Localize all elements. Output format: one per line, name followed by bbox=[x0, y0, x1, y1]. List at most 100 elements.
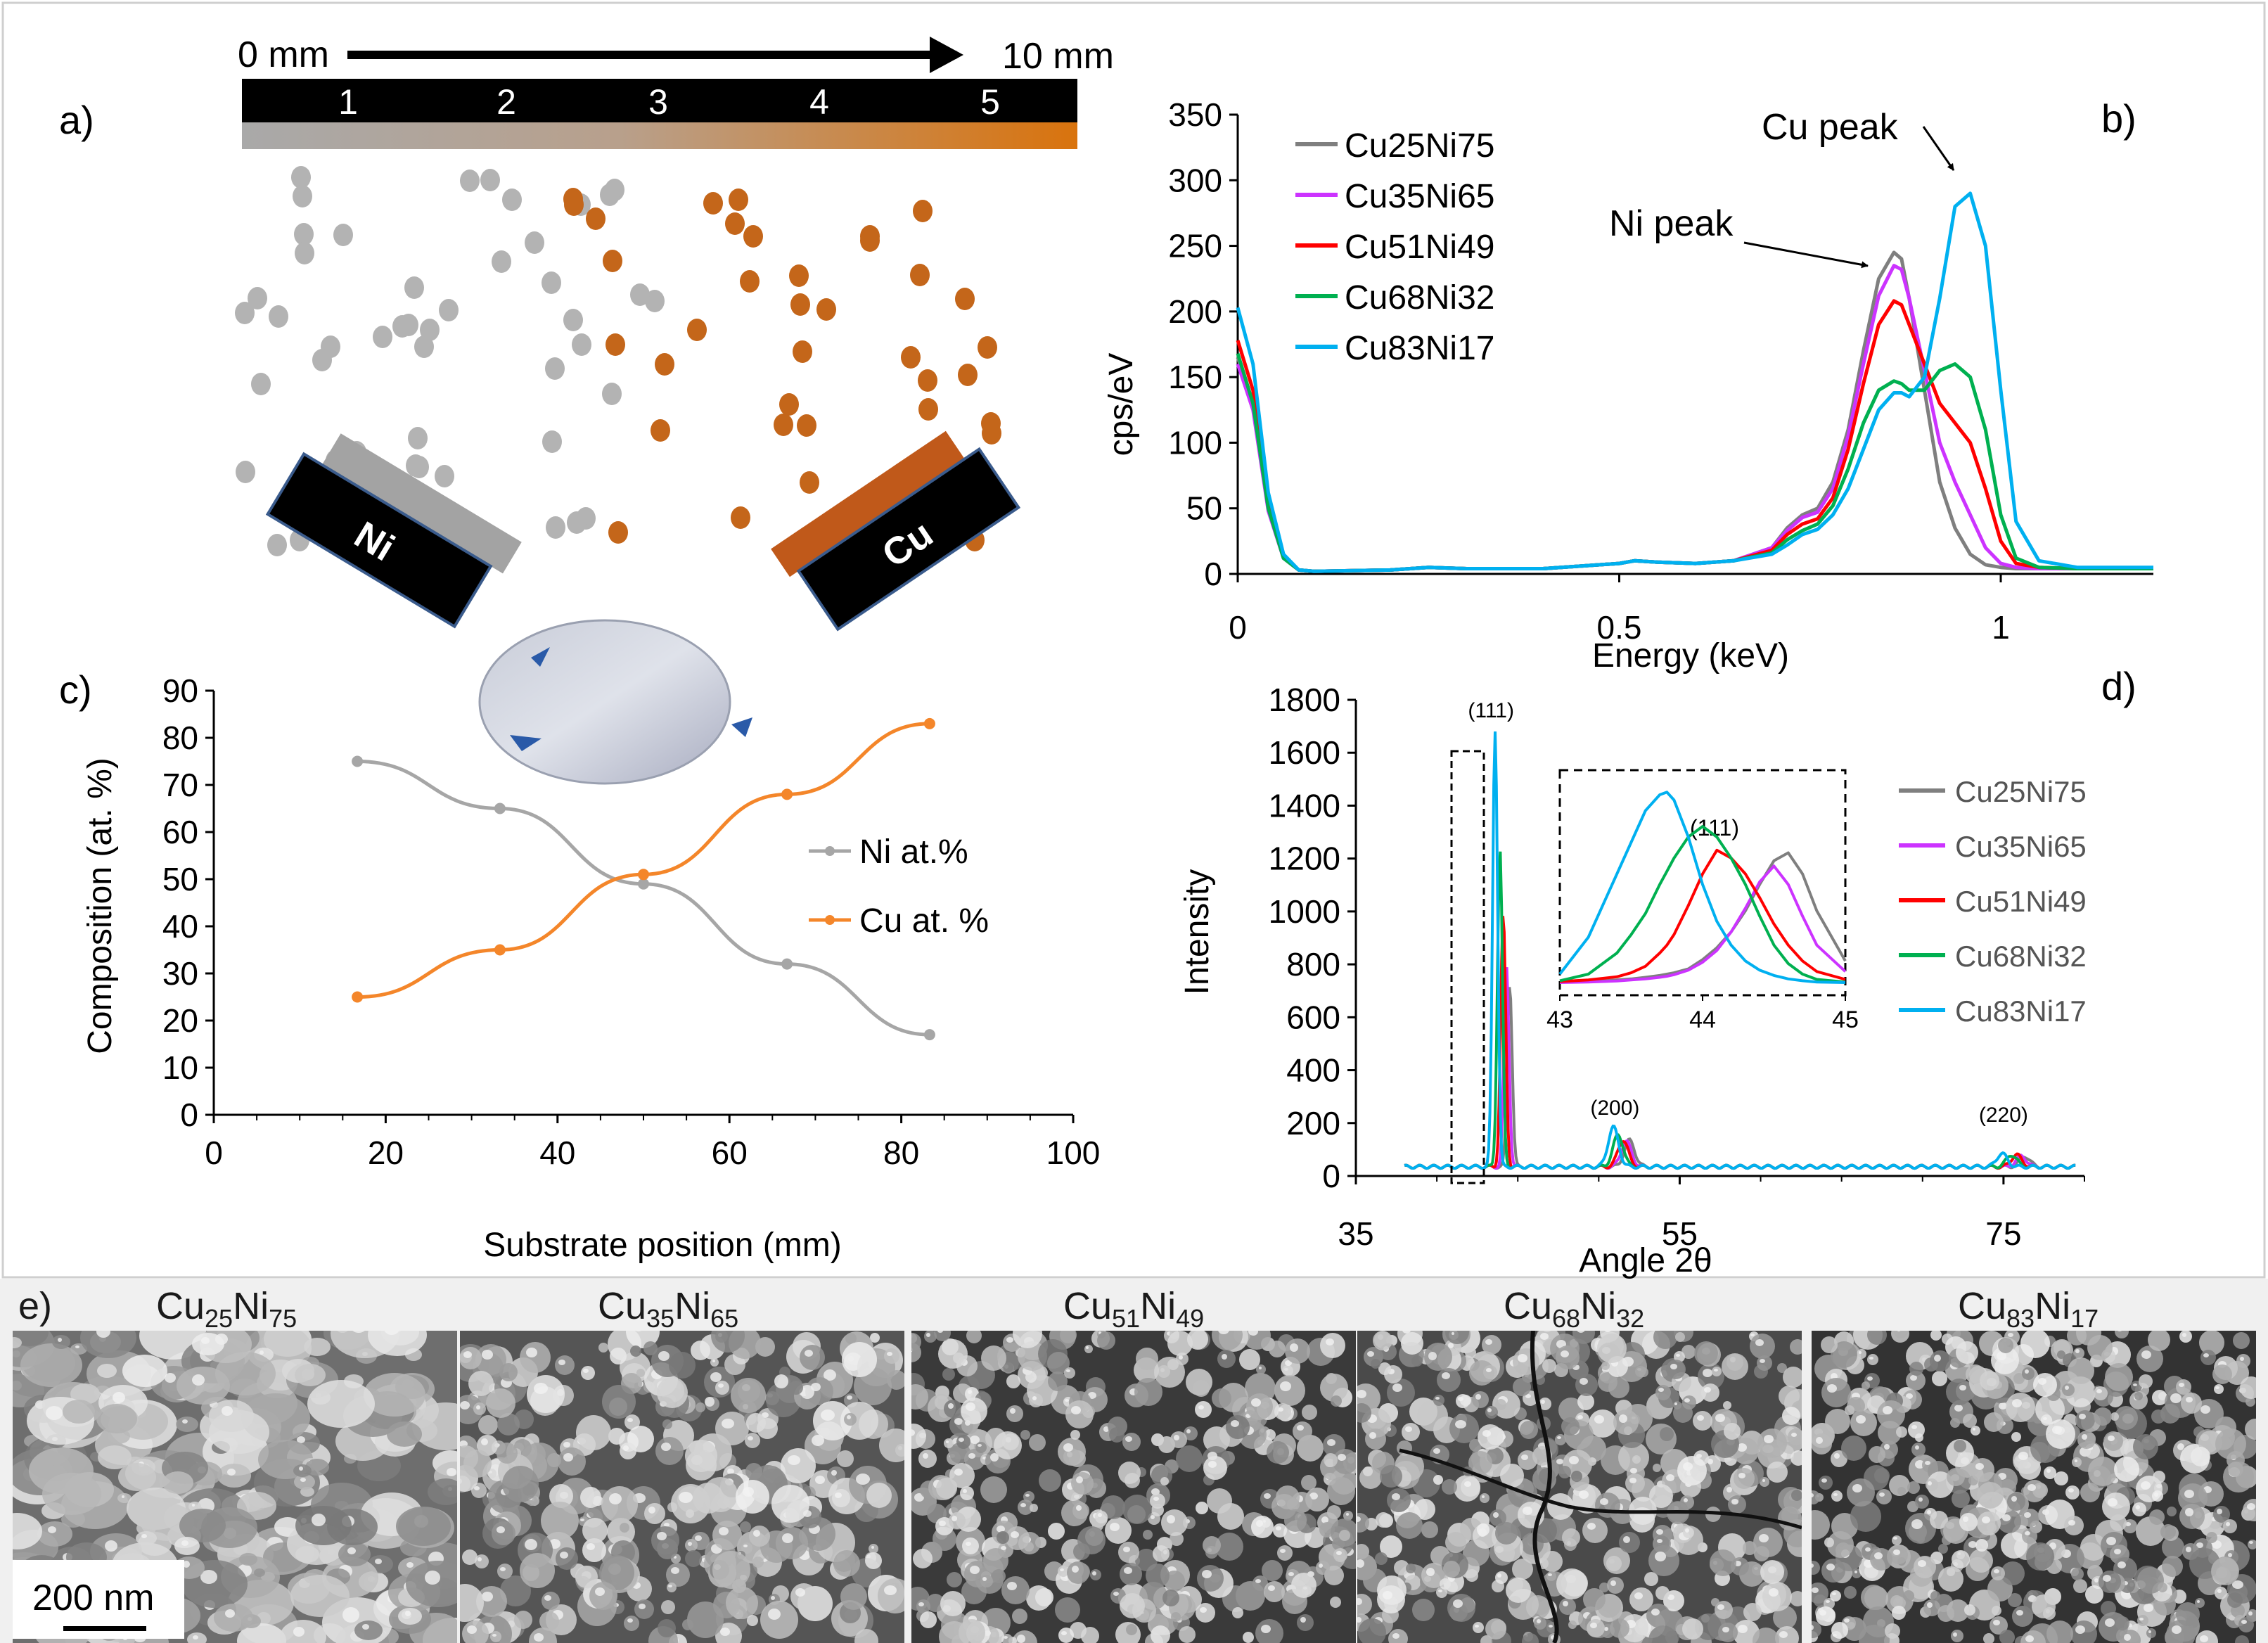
composition-legend: Ni at.% Cu at. % bbox=[809, 833, 989, 940]
cu-particle bbox=[797, 414, 816, 437]
y-tick-label: 40 bbox=[162, 908, 198, 945]
legend-entry: Cu83Ni17 bbox=[1955, 995, 2087, 1028]
ni-particle bbox=[502, 188, 522, 211]
xrd-axes: 0 200 400 600 800 1000 1200 1400 1600 1800 35 55 75 bbox=[1269, 682, 2085, 1252]
inset-line-cu35ni65 bbox=[1559, 864, 1847, 984]
edx-legend: Cu25Ni75 Cu35Ni65 Cu51Ni49 Cu68Ni32 Cu83Ni17 bbox=[1295, 127, 1494, 367]
y-tick-label: 50 bbox=[162, 861, 198, 897]
sem-title-4: Cu68Ni32 bbox=[1504, 1285, 1645, 1333]
y-tick-label: 350 bbox=[1168, 96, 1222, 133]
x-tick-label: 80 bbox=[883, 1134, 919, 1171]
ni-particle bbox=[408, 427, 428, 449]
ni-particle bbox=[312, 349, 332, 371]
xrd-legend: Cu25Ni75 Cu35Ni65 Cu51Ni49 Cu68Ni32 Cu83Ni17 bbox=[1899, 775, 2087, 1028]
composition-x-axis-label: Substrate position (mm) bbox=[483, 1227, 842, 1264]
x-tick-label: 20 bbox=[368, 1134, 404, 1171]
ni-particle bbox=[333, 224, 353, 246]
ni-particle bbox=[404, 276, 424, 299]
ni-peak-annotation: Ni peak bbox=[1609, 203, 1734, 244]
y-tick-label: 600 bbox=[1286, 999, 1340, 1035]
xrd-peak-label: (200) bbox=[1590, 1097, 1639, 1120]
panel-d-label: d) bbox=[2101, 664, 2136, 708]
x-tick-label: 55 bbox=[1662, 1215, 1698, 1252]
cu-particle bbox=[563, 188, 583, 210]
y-tick-label: 1000 bbox=[1269, 893, 1340, 930]
panel-c: c) Composition (at. %) Substrate positio… bbox=[59, 667, 1100, 1264]
cu-particle bbox=[729, 188, 748, 211]
cu-particle bbox=[725, 212, 745, 235]
cu-particle bbox=[918, 398, 938, 421]
ni-particle bbox=[542, 271, 561, 294]
panel-a: a) 0 mm 10 mm 1 2 3 4 5 Ni Cu bbox=[59, 34, 1114, 785]
x-tick-label: 60 bbox=[712, 1134, 748, 1171]
y-tick-label: 300 bbox=[1168, 162, 1222, 198]
bar-position-3: 3 bbox=[648, 82, 668, 122]
ni-particle bbox=[563, 309, 583, 331]
cu-particle bbox=[789, 264, 809, 287]
scale-bar-label: 200 nm bbox=[32, 1578, 155, 1618]
ni-particle bbox=[291, 166, 311, 188]
legend-entry: Cu25Ni75 bbox=[1345, 127, 1494, 165]
sem-image-4 bbox=[1357, 1331, 1802, 1643]
ni-particle bbox=[602, 383, 622, 405]
ni-particle bbox=[630, 283, 650, 306]
x-tick-label: 0 bbox=[1229, 609, 1247, 646]
cu-particle bbox=[703, 192, 723, 215]
sem-image-3 bbox=[911, 1331, 1356, 1643]
y-tick-label: 20 bbox=[162, 1002, 198, 1039]
distance-arrowhead bbox=[930, 37, 963, 73]
cu-particle bbox=[910, 264, 930, 286]
x-tick-label: 1 bbox=[1992, 609, 2010, 646]
cu-particle bbox=[790, 293, 810, 316]
ni-particle bbox=[373, 326, 392, 348]
composition-line-ni bbox=[357, 760, 930, 1037]
panel-c-label: c) bbox=[59, 667, 92, 712]
edx-line-cu83ni17 bbox=[1236, 191, 2153, 573]
legend-entry: Cu at. % bbox=[859, 902, 989, 940]
composition-y-axis-label: Composition (at. %) bbox=[82, 757, 119, 1054]
xrd-peak-labels: (111) (200) (220) bbox=[1468, 699, 2028, 1127]
ni-particle bbox=[545, 357, 565, 380]
sem-image-1 bbox=[13, 1331, 457, 1643]
sem-title-5: Cu83Ni17 bbox=[1958, 1285, 2099, 1333]
ni-particle bbox=[236, 461, 255, 483]
xrd-peak-label: (220) bbox=[1979, 1104, 2028, 1127]
inset-x-tick-label: 44 bbox=[1689, 1006, 1716, 1033]
substrate-wafer bbox=[478, 619, 752, 785]
sem-image-5 bbox=[1812, 1331, 2256, 1643]
ni-particle bbox=[567, 511, 587, 534]
edx-line-cu68ni32 bbox=[1236, 352, 2153, 573]
cu-particle bbox=[606, 333, 625, 356]
ni-particle bbox=[294, 223, 314, 245]
legend-entry: Cu68Ni32 bbox=[1345, 279, 1494, 317]
ni-particle bbox=[406, 454, 425, 477]
composition-point bbox=[638, 869, 649, 881]
inset-x-tick-label: 45 bbox=[1832, 1006, 1859, 1033]
cu-particle bbox=[608, 521, 628, 544]
y-tick-label: 60 bbox=[162, 814, 198, 850]
edx-x-axis-label: Energy (keV) bbox=[1592, 637, 1789, 675]
edx-axes: 0 50 100 150 200 250 300 350 0 0.5 1 bbox=[1168, 96, 2153, 646]
y-tick-label: 70 bbox=[162, 767, 198, 803]
x-tick-label: 100 bbox=[1046, 1134, 1101, 1171]
panel-d: d) Intensity Angle 2θ 0 200 400 600 800 1000 1… bbox=[1179, 664, 2136, 1279]
ni-particle bbox=[525, 231, 544, 254]
cu-particle bbox=[901, 346, 921, 369]
y-tick-label: 0 bbox=[1322, 1158, 1340, 1194]
xrd-series-lines bbox=[1404, 731, 2076, 1170]
ni-particle bbox=[492, 250, 511, 273]
sem-title-2: Cu35Ni65 bbox=[598, 1285, 739, 1333]
composition-point bbox=[781, 958, 793, 970]
cu-particle bbox=[731, 506, 750, 529]
cu-particle bbox=[779, 393, 799, 416]
cu-particle bbox=[655, 353, 674, 376]
composition-gradient-bar bbox=[242, 122, 1077, 149]
cu-particle bbox=[913, 200, 933, 222]
ni-particle bbox=[480, 169, 500, 191]
composition-point bbox=[352, 755, 364, 767]
panel-b: b) cps/eV Energy (keV) 0 50 100 150 200 250 30… bbox=[1103, 96, 2153, 675]
legend-entry: Cu51Ni49 bbox=[1345, 229, 1494, 266]
scale-bar: 200 nm bbox=[13, 1560, 184, 1639]
bar-position-1: 1 bbox=[338, 82, 358, 122]
ni-particle bbox=[439, 299, 459, 321]
